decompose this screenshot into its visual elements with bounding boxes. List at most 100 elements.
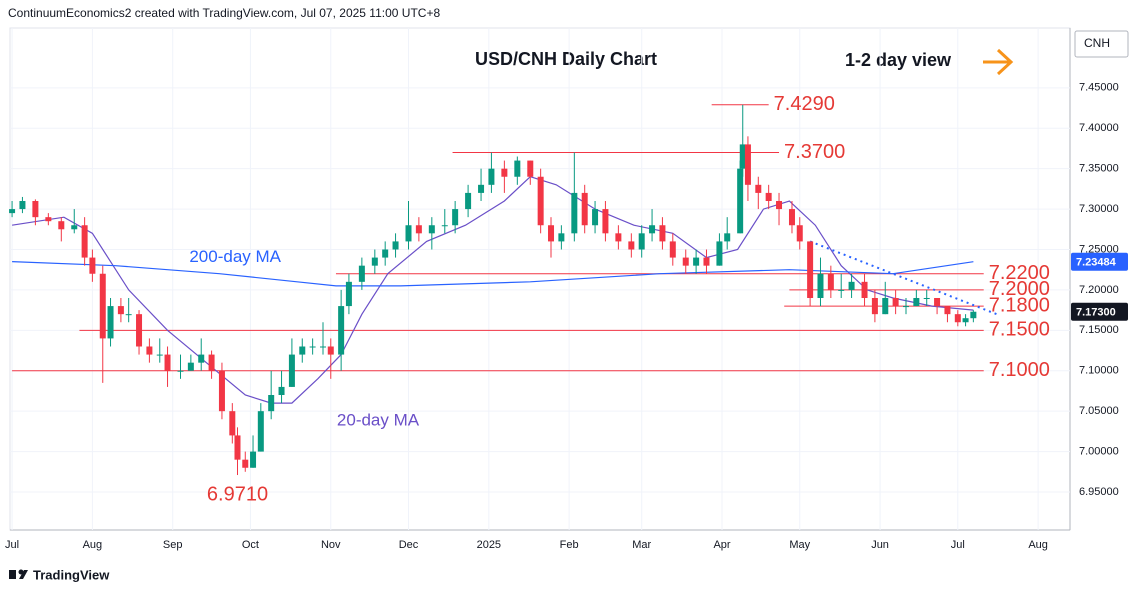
price-badge-label: 7.23484	[1076, 257, 1117, 269]
x-tick-label: Jul	[951, 539, 965, 551]
tv-logo	[9, 569, 28, 579]
candle-body	[659, 225, 666, 242]
price-badge	[1071, 302, 1128, 321]
x-tick-label: Sep	[163, 539, 183, 551]
x-tick-label: Oct	[242, 539, 259, 551]
candle-body	[19, 200, 26, 210]
candle-body	[371, 257, 378, 266]
candle-body	[415, 225, 422, 234]
x-tick-label: Feb	[560, 539, 579, 551]
candle-body	[796, 225, 803, 242]
level-label: 7.2000	[989, 278, 1050, 300]
candle-body	[882, 297, 889, 315]
arrow-icon	[983, 48, 1014, 76]
candle-body	[257, 411, 264, 452]
candle-body	[441, 225, 448, 227]
candle-body	[638, 233, 645, 250]
candle-body	[218, 370, 225, 412]
candle-body	[136, 314, 143, 347]
candle-body	[970, 311, 977, 319]
candle-body	[934, 297, 941, 307]
candle-body	[58, 221, 65, 230]
level-label: 7.2200	[989, 262, 1050, 284]
candle-body	[278, 386, 285, 396]
level-label: 7.1000	[989, 359, 1050, 381]
candle-body	[358, 265, 365, 282]
candle-body	[478, 184, 485, 193]
price-badge	[1071, 252, 1128, 271]
candle-body	[501, 168, 508, 177]
candle-body	[807, 241, 814, 298]
y-tick-label: 7.00000	[1079, 445, 1119, 457]
x-tick-label: Jun	[871, 539, 889, 551]
candle-body	[32, 200, 39, 218]
candle-body	[9, 209, 16, 214]
candle-body	[452, 209, 459, 226]
candle-body	[817, 273, 824, 298]
symbol-box[interactable]	[1074, 30, 1129, 58]
candle-body	[81, 225, 88, 258]
y-tick-label: 7.05000	[1079, 405, 1119, 417]
footer: TradingView	[33, 567, 110, 582]
candles	[9, 104, 977, 476]
ma-annotation: 20-day MA	[337, 411, 420, 430]
chart-title: USD/CNH Daily Chart	[475, 49, 657, 69]
candle-body	[488, 168, 495, 185]
candle-body	[164, 354, 171, 371]
candle-body	[776, 200, 783, 210]
candle-body	[338, 306, 345, 355]
candle-body	[125, 314, 132, 316]
y-tick-label: 7.40000	[1079, 122, 1119, 134]
candle-body	[117, 306, 124, 315]
candle-body	[765, 192, 772, 201]
candle-body	[724, 233, 731, 242]
candle-body	[428, 225, 435, 234]
y-tick-label: 7.15000	[1079, 324, 1119, 336]
candle-body	[871, 297, 878, 315]
candle-body	[592, 209, 599, 226]
candle-body	[242, 459, 249, 468]
x-tick-label: Aug	[1028, 539, 1048, 551]
candle-body	[962, 318, 969, 323]
candle-body	[198, 354, 205, 363]
ma-line	[12, 261, 974, 287]
candle-body	[382, 249, 389, 258]
candle-body	[827, 273, 834, 290]
ma-annotation: 200-day MA	[189, 247, 281, 266]
candle-body	[744, 144, 751, 185]
chart-subtitle: 1-2 day view	[845, 50, 952, 70]
candle-body	[229, 411, 236, 436]
candle-body	[99, 273, 106, 339]
candle-body	[838, 289, 845, 291]
candle-body	[669, 241, 676, 258]
candle-body	[208, 354, 215, 371]
candle-body	[146, 346, 153, 355]
candle-body	[788, 209, 795, 226]
x-tick-label: Nov	[321, 539, 341, 551]
y-tick-label: 7.10000	[1079, 365, 1119, 377]
candle-body	[716, 241, 723, 266]
candle-body	[913, 297, 920, 307]
candle-body	[537, 176, 544, 226]
candle-body	[848, 281, 855, 290]
candle-body	[514, 160, 521, 177]
x-tick-label: Jul	[5, 539, 19, 551]
candle-body	[345, 281, 352, 307]
level-label: 7.3700	[784, 141, 845, 163]
y-tick-label: 7.45000	[1079, 82, 1119, 94]
y-tick-label: 7.30000	[1079, 203, 1119, 215]
candle-body	[755, 184, 762, 193]
candle-body	[288, 354, 295, 387]
candle-body	[558, 233, 565, 242]
candle-body	[902, 306, 909, 308]
candle-body	[465, 192, 472, 210]
ma-line	[12, 176, 974, 404]
candle-body	[309, 346, 316, 348]
symbol: CNH	[1084, 36, 1110, 50]
candle-body	[71, 225, 78, 230]
grid	[10, 28, 1070, 530]
candle-body	[156, 354, 163, 356]
level-label: 7.1800	[989, 294, 1050, 316]
